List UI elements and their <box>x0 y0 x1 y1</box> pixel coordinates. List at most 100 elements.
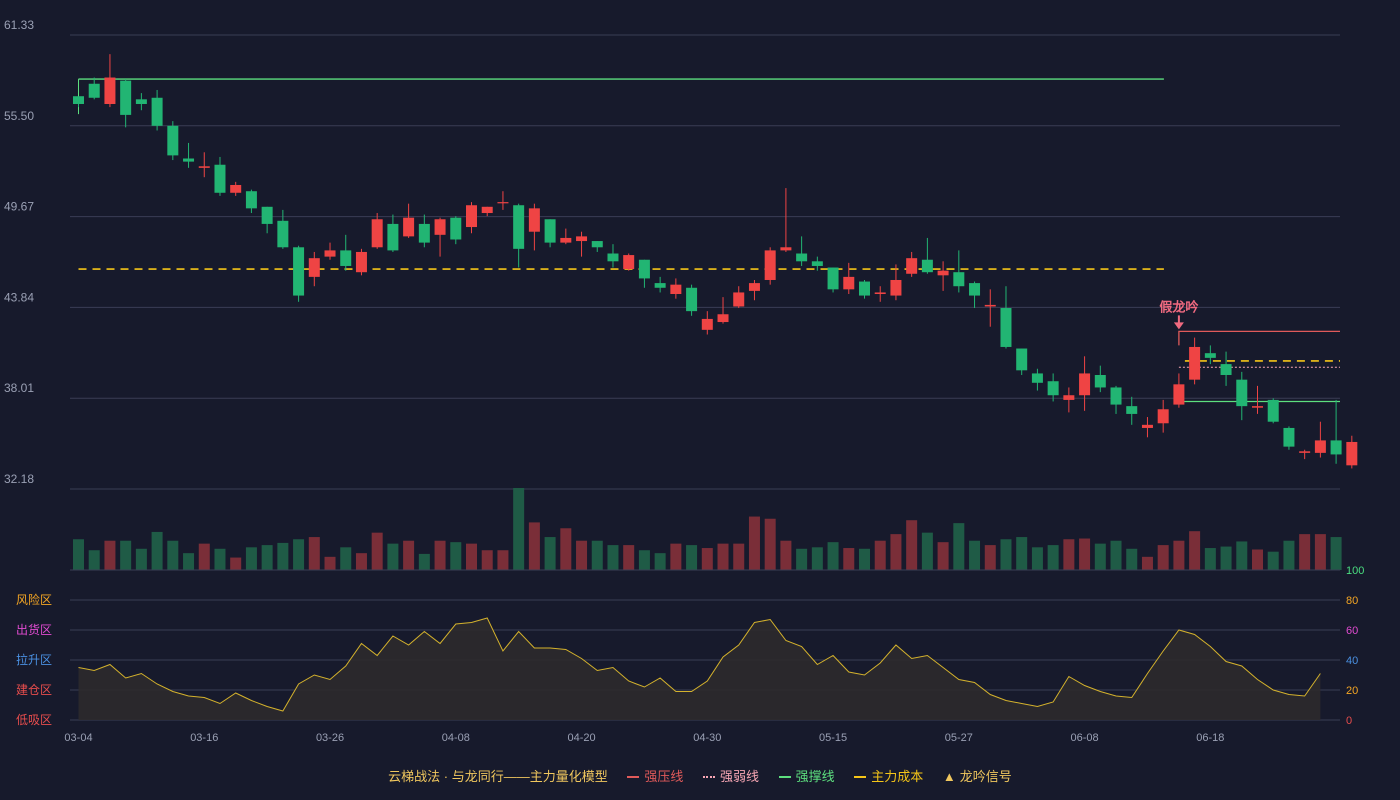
legend-item-cost: 主力成本 <box>854 766 923 785</box>
volume-bar <box>859 548 870 570</box>
oscillator-tick-label: 40 <box>1346 655 1358 667</box>
candle-body <box>607 253 619 262</box>
volume-bar <box>324 556 336 570</box>
legend-item-support: 强撑线 <box>778 766 835 785</box>
date-tick-label: 04-20 <box>567 732 595 744</box>
candle-body <box>654 283 666 288</box>
candle-body <box>1126 406 1138 414</box>
volume-bar <box>1079 538 1091 570</box>
price-tick-label: 38.01 <box>4 381 34 395</box>
candle-body <box>1141 424 1153 428</box>
candle-body <box>151 97 163 126</box>
zone-label: 建仓区 <box>16 683 52 697</box>
volume-bar <box>733 543 745 570</box>
volume-bar <box>890 534 902 570</box>
candle-body <box>544 219 556 243</box>
price-tick-label: 55.50 <box>4 109 34 123</box>
volume-bar <box>811 547 823 570</box>
volume-bar <box>984 545 996 570</box>
volume-bar <box>1220 546 1232 570</box>
volume-bar <box>135 548 147 570</box>
candle-body <box>1173 384 1185 405</box>
candle-body <box>1110 387 1122 405</box>
volume-bar <box>513 488 525 570</box>
oscillator-area <box>78 618 1321 720</box>
candle-body <box>371 219 383 248</box>
legend-title: 云梯战法 · 与龙同行——主力量化模型 <box>388 769 608 784</box>
candle-body <box>1314 440 1326 453</box>
candle-body <box>921 259 933 273</box>
candle-body <box>874 292 886 295</box>
candle-body <box>355 251 367 273</box>
candle-body <box>796 253 808 262</box>
candle-body <box>1252 406 1263 408</box>
volume-bar <box>654 553 666 570</box>
volume-bar <box>355 553 367 570</box>
volume-bar <box>638 550 650 570</box>
volume-bar <box>1157 545 1169 570</box>
candle-body <box>717 314 729 323</box>
volume-bar <box>73 539 84 570</box>
candle-body <box>670 284 682 295</box>
volume-bar <box>434 540 446 570</box>
candle-body <box>497 202 509 204</box>
candle-body <box>135 99 147 104</box>
candle-body <box>984 304 996 307</box>
volume-bar <box>214 548 226 570</box>
chart-legend: 云梯战法 · 与龙同行——主力量化模型 强压线 强弱线 强撑线 主力成本 ▲ 龙吟… <box>0 766 1400 785</box>
volume-bar <box>183 553 195 570</box>
volume-bar <box>1267 551 1279 570</box>
volume-bar <box>481 550 493 570</box>
candlesticks <box>73 54 1358 469</box>
volume-bar <box>1047 545 1059 570</box>
volume-bar <box>308 537 320 570</box>
candle-body <box>953 272 965 287</box>
candle-body <box>827 267 839 290</box>
candle-body <box>340 250 352 266</box>
triangle-icon: ▲ <box>942 769 956 784</box>
price-axis: 61.33 55.50 49.67 43.84 38.01 32.18 <box>4 18 34 486</box>
date-tick-label: 04-08 <box>442 732 470 744</box>
candle-body <box>686 287 698 312</box>
volume-bar <box>1126 548 1138 570</box>
candle-body <box>1267 399 1279 422</box>
volume-bar <box>120 540 132 570</box>
volume-bar <box>701 548 713 570</box>
volume-bar <box>1189 531 1201 570</box>
volume-bar <box>1173 540 1185 570</box>
volume-bar <box>843 548 855 570</box>
volume-bar <box>245 547 257 570</box>
candle-body <box>764 250 776 280</box>
volume-bar <box>1141 556 1153 570</box>
volume-bar <box>403 540 415 570</box>
candle-body <box>859 281 870 296</box>
candle-body <box>88 83 100 98</box>
candle-body <box>811 261 823 266</box>
volume-bar <box>937 542 949 570</box>
volume-bar <box>670 543 682 570</box>
candle-body <box>261 206 273 224</box>
legend-item-resistance: 强压线 <box>627 766 683 785</box>
volume-bar <box>1000 539 1012 570</box>
oscillator-tick-label: 100 <box>1346 565 1364 577</box>
volume-bar <box>151 531 163 570</box>
volume-bar <box>450 542 462 570</box>
volume-bars <box>73 488 1342 570</box>
zone-label: 低吸区 <box>16 713 52 727</box>
date-tick-label: 03-26 <box>316 732 344 744</box>
volume-bar <box>1110 540 1122 570</box>
date-axis: 03-04 03-16 03-26 04-08 04-20 04-30 05-15 05-27… <box>64 732 1224 744</box>
date-tick-label: 06-08 <box>1071 732 1099 744</box>
candle-body <box>591 241 603 248</box>
candle-body <box>230 184 242 193</box>
candle-body <box>1063 395 1075 400</box>
volume-bar <box>796 548 808 570</box>
candle-body <box>245 191 257 209</box>
candle-body <box>623 255 635 270</box>
date-tick-label: 03-16 <box>190 732 218 744</box>
candle-body <box>701 318 713 330</box>
candle-body <box>1299 451 1311 453</box>
candle-body <box>73 96 84 104</box>
candle-body <box>1220 364 1232 375</box>
